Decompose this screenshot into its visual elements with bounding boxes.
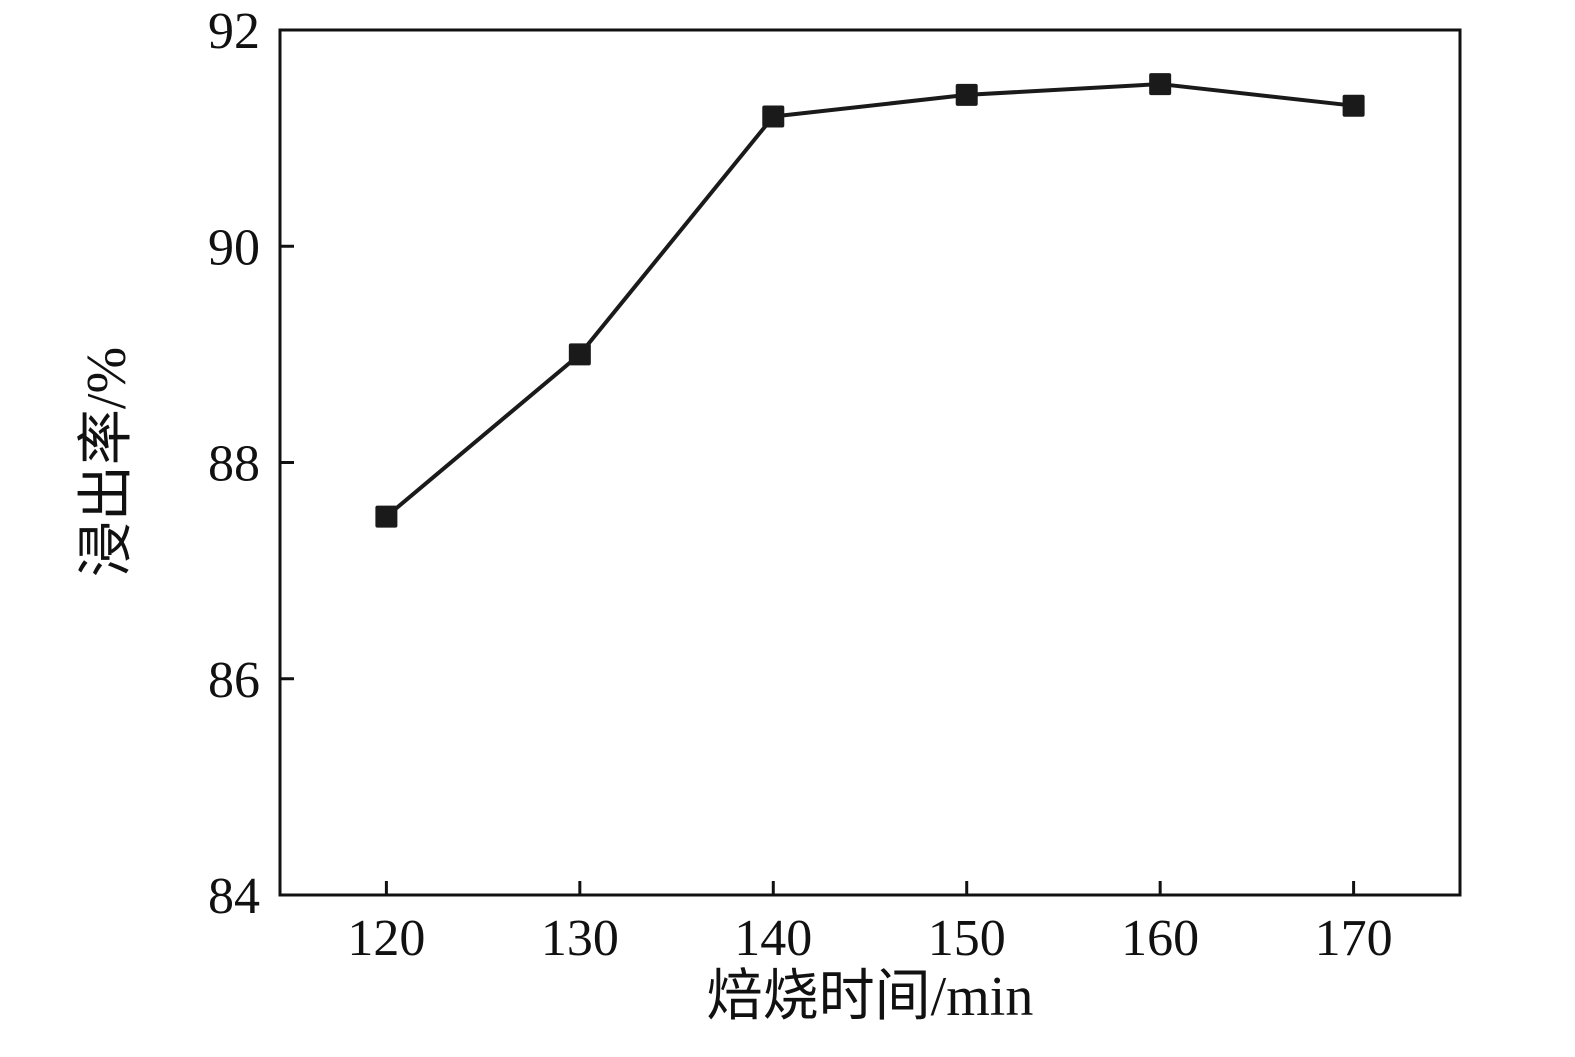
x-tick-label: 170 xyxy=(1315,910,1393,967)
plot-frame xyxy=(278,28,1462,897)
y-tick-label: 90 xyxy=(208,219,260,276)
y-tick-label: 84 xyxy=(208,868,260,925)
axis-tick-labels: 120 130 140 150 160 170 84 86 88 90 92 xyxy=(208,3,1393,967)
y-tick-label: 88 xyxy=(208,436,260,493)
data-point-marker xyxy=(762,105,785,128)
data-point-marker xyxy=(1342,94,1365,117)
x-axis-title: 焙烧时间/min xyxy=(707,966,1034,1028)
data-point-marker xyxy=(568,343,591,366)
x-tick-label: 130 xyxy=(541,910,619,967)
y-axis-title: 浸出率/% xyxy=(76,347,138,577)
x-tick-label: 150 xyxy=(928,910,1006,967)
x-tick-label: 160 xyxy=(1121,910,1199,967)
data-point-marker xyxy=(1149,73,1172,96)
x-tick-label: 120 xyxy=(347,910,425,967)
x-tick-label: 140 xyxy=(734,910,812,967)
series-line xyxy=(384,82,1356,519)
y-tick-label: 86 xyxy=(208,652,260,709)
axis-ticks xyxy=(280,28,1356,897)
data-point-marker xyxy=(375,505,398,528)
data-series xyxy=(375,73,1365,528)
data-point-marker xyxy=(955,83,978,106)
y-tick-label: 92 xyxy=(208,3,260,60)
